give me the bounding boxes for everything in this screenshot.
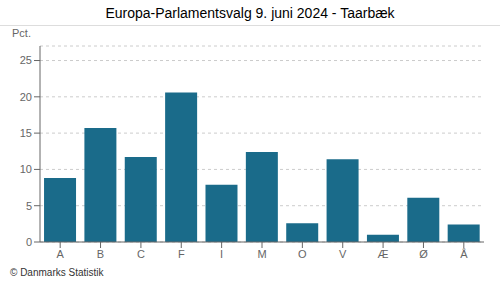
svg-text:O: O [298,248,307,260]
html-text:Europa-Parlamentsvalg 9. juni: Europa-Parlamentsvalg 9. juni 2024 - Taa… [105,5,395,21]
svg-text:V: V [339,248,347,260]
html-text:© Danmarks Statistik: © Danmarks Statistik [10,267,104,278]
svg-text:A: A [57,248,65,260]
svg-text:20: 20 [20,91,32,103]
svg-text:I: I [220,248,223,260]
svg-text:F: F [178,248,185,260]
svg-text:C: C [137,248,145,260]
svg-text:25: 25 [20,54,32,66]
html-text:Pct.: Pct. [12,27,31,39]
svg-text:Ø: Ø [419,248,428,260]
svg-text:M: M [257,248,266,260]
svg-text:5: 5 [26,200,32,212]
svg-text:B: B [97,248,104,260]
svg-text:0: 0 [26,236,32,248]
svg-text:10: 10 [20,163,32,175]
svg-text:Å: Å [460,248,468,260]
svg-text:Æ: Æ [378,248,389,260]
svg-text:15: 15 [20,127,32,139]
